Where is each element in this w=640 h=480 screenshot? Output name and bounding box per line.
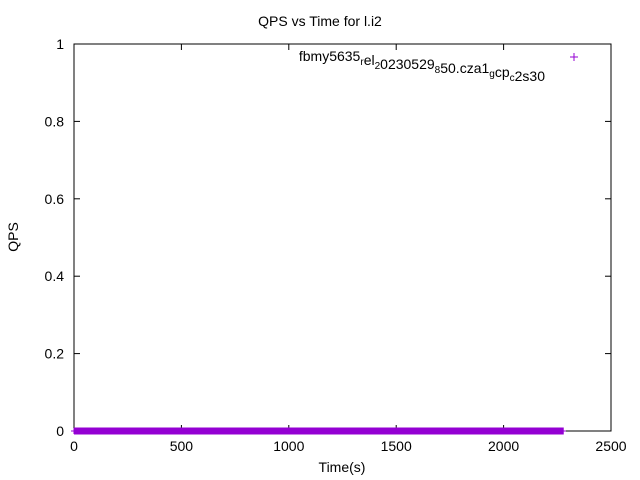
y-tick-label: 0.6: [45, 191, 65, 207]
legend-label: fbmy5635rel20230529850.cza1gcpc2s30: [299, 48, 545, 84]
y-tick-label: 0.2: [45, 346, 65, 362]
y-axis-label: QPS: [5, 222, 21, 252]
x-tick-label: 1000: [273, 438, 304, 454]
plot-frame: [73, 43, 612, 432]
x-tick-label: 2000: [488, 438, 519, 454]
series-points: [71, 427, 566, 435]
y-tick-label: 0: [56, 423, 64, 439]
y-axis-ticks: 0 0.2 0.4 0.6 0.8 1: [45, 36, 611, 439]
x-axis-label: Time(s): [319, 459, 366, 475]
legend-marker: [570, 53, 578, 61]
legend: fbmy5635rel20230529850.cza1gcpc2s30: [299, 48, 578, 84]
x-tick-label: 2500: [595, 438, 626, 454]
chart-title: QPS vs Time for l.i2: [258, 13, 382, 29]
y-tick-label: 0.4: [45, 268, 65, 284]
y-tick-label: 1: [56, 36, 64, 52]
x-tick-label: 500: [170, 438, 194, 454]
x-axis-ticks: 0 500 1000 1500 2000 2500: [70, 44, 627, 454]
x-tick-label: 1500: [381, 438, 412, 454]
y-tick-label: 0.8: [45, 113, 65, 129]
x-tick-label: 0: [70, 438, 78, 454]
